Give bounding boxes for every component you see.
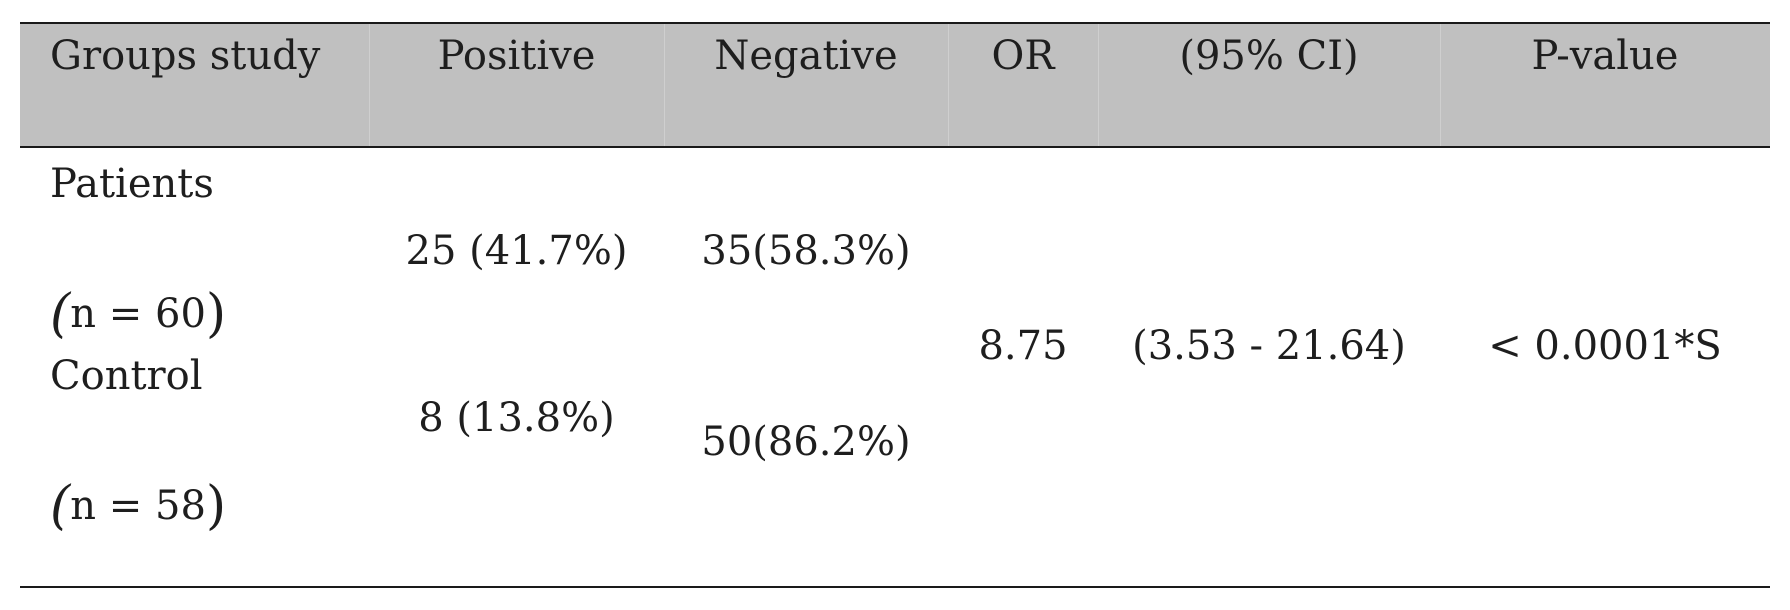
- header-groups-study: Groups study: [50, 33, 321, 79]
- positive-patients: 25 (41.7%): [405, 228, 628, 274]
- header-positive: Positive: [437, 33, 596, 79]
- header-separator: [948, 24, 949, 146]
- header-separator: [369, 24, 370, 146]
- header-pvalue: P-value: [1531, 33, 1679, 79]
- open-paren-icon: (: [50, 476, 71, 536]
- close-paren-icon: ): [205, 284, 227, 344]
- p-value: < 0.0001*S: [1488, 323, 1722, 369]
- group-name-control: Control: [50, 353, 203, 399]
- group-name-patients: Patients: [50, 161, 214, 207]
- table-bottom-rule: [20, 586, 1770, 588]
- group-n-patients: (n = 60): [50, 284, 227, 344]
- results-table: Groups study Positive Negative OR (95% C…: [20, 22, 1770, 588]
- group-n-control: (n = 58): [50, 476, 227, 536]
- header-or: OR: [991, 33, 1055, 79]
- negative-control: 50(86.2%): [701, 419, 911, 465]
- header-negative: Negative: [714, 33, 898, 79]
- n-value: n = 60: [70, 291, 206, 337]
- odds-ratio-value: 8.75: [978, 323, 1068, 369]
- close-paren-icon: ): [205, 476, 227, 536]
- header-ci: (95% CI): [1179, 33, 1359, 79]
- positive-control: 8 (13.8%): [418, 395, 615, 441]
- header-separator: [664, 24, 665, 146]
- header-separator: [1440, 24, 1441, 146]
- n-value: n = 58: [70, 483, 206, 529]
- open-paren-icon: (: [50, 284, 71, 344]
- negative-patients: 35(58.3%): [701, 228, 911, 274]
- table-header-row: [20, 22, 1770, 148]
- confidence-interval-value: (3.53 - 21.64): [1132, 323, 1406, 369]
- header-separator: [1098, 24, 1099, 146]
